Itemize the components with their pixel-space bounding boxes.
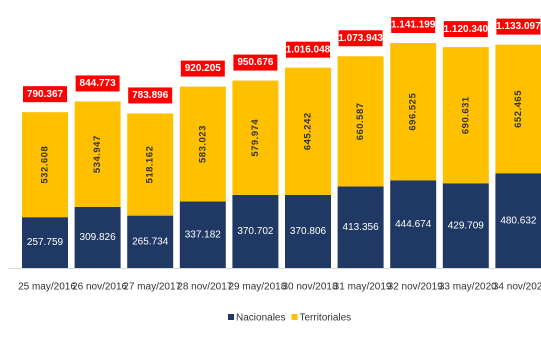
value-label: 265.734: [132, 236, 169, 247]
bar-segment: [74, 206, 121, 268]
x-tick-label: 25 may/2016: [18, 282, 76, 293]
value-label: 696.525: [408, 93, 419, 131]
total-label: 920.205: [185, 63, 222, 74]
bar-segment: [127, 215, 174, 268]
total-box: [391, 17, 436, 33]
x-tick-label: 34 nov/2020: [493, 282, 541, 293]
total-label: 1.141.199: [391, 20, 436, 31]
bar-segment: [127, 113, 174, 216]
value-label: 413.356: [343, 222, 380, 233]
value-label: 645.242: [303, 112, 314, 150]
bar-segment: [390, 43, 437, 181]
x-tick-label: 26 nov/2016: [72, 282, 127, 293]
legend-swatch: [228, 314, 234, 320]
total-label: 790.367: [27, 89, 64, 100]
x-tick-label: 32 nov/2019: [388, 282, 443, 293]
value-label: 534.947: [92, 135, 103, 173]
value-label: 660.587: [355, 102, 366, 140]
x-tick-label: 33 may/2020: [439, 282, 497, 293]
bar-segment: [22, 112, 68, 218]
bar-segment: [179, 201, 226, 268]
total-label: 783.896: [132, 90, 169, 101]
total-box: [443, 21, 488, 38]
total-label: 1.073.943: [338, 33, 383, 44]
legend-label: Nacionales: [236, 313, 285, 324]
value-label: 579.974: [250, 119, 261, 157]
value-label: 309.826: [80, 232, 117, 243]
bar-segment: [337, 186, 384, 268]
x-tick-label: 31 may/2019: [334, 282, 392, 293]
bar-segment: [495, 44, 541, 174]
total-label: 950.676: [237, 57, 274, 68]
value-label: 370.806: [290, 226, 327, 237]
total-box: [286, 41, 330, 58]
value-label: 429.709: [448, 220, 485, 231]
total-label: 1.120.340: [444, 24, 489, 35]
legend-swatch: [291, 314, 298, 320]
value-label: 583.023: [197, 125, 208, 163]
x-tick-label: 29 may/2018: [228, 282, 286, 293]
bar-segment: [337, 56, 384, 187]
total-box: [496, 18, 541, 35]
value-label: 337.182: [185, 229, 222, 240]
bar-segment: [232, 80, 279, 195]
total-box: [128, 87, 173, 104]
value-label: 444.674: [395, 219, 432, 230]
x-tick-label: 30 nov/2018: [282, 282, 337, 293]
bar-segment: [390, 180, 437, 268]
bar-segment: [495, 173, 541, 268]
bar-segment: [22, 217, 68, 268]
bar-segment: [442, 47, 489, 184]
total-box: [180, 60, 225, 77]
value-label: 690.631: [460, 96, 471, 134]
total-box: [338, 30, 383, 47]
total-box: [233, 54, 278, 71]
value-label: 480.632: [500, 215, 537, 226]
value-label: 532.608: [40, 146, 51, 184]
legend-label: Territoriales: [299, 313, 351, 324]
value-label: 652.465: [513, 90, 524, 128]
total-box: [23, 86, 67, 103]
value-label: 257.759: [27, 237, 64, 248]
value-label: 518.162: [145, 146, 156, 184]
total-label: 1.016.048: [286, 44, 331, 55]
value-label: 370.702: [237, 226, 274, 237]
bar-segment: [179, 86, 226, 202]
x-tick-label: 28 nov/2017: [177, 282, 232, 293]
total-label: 844.773: [80, 78, 117, 89]
bar-segment: [442, 183, 489, 268]
total-box: [75, 75, 120, 92]
bar-segment: [232, 194, 279, 268]
x-tick-label: 27 may/2017: [123, 282, 181, 293]
bar-segment: [285, 67, 331, 195]
bar-segment: [74, 101, 121, 207]
bar-segment: [285, 194, 331, 268]
total-label: 1.133.097: [496, 21, 541, 32]
